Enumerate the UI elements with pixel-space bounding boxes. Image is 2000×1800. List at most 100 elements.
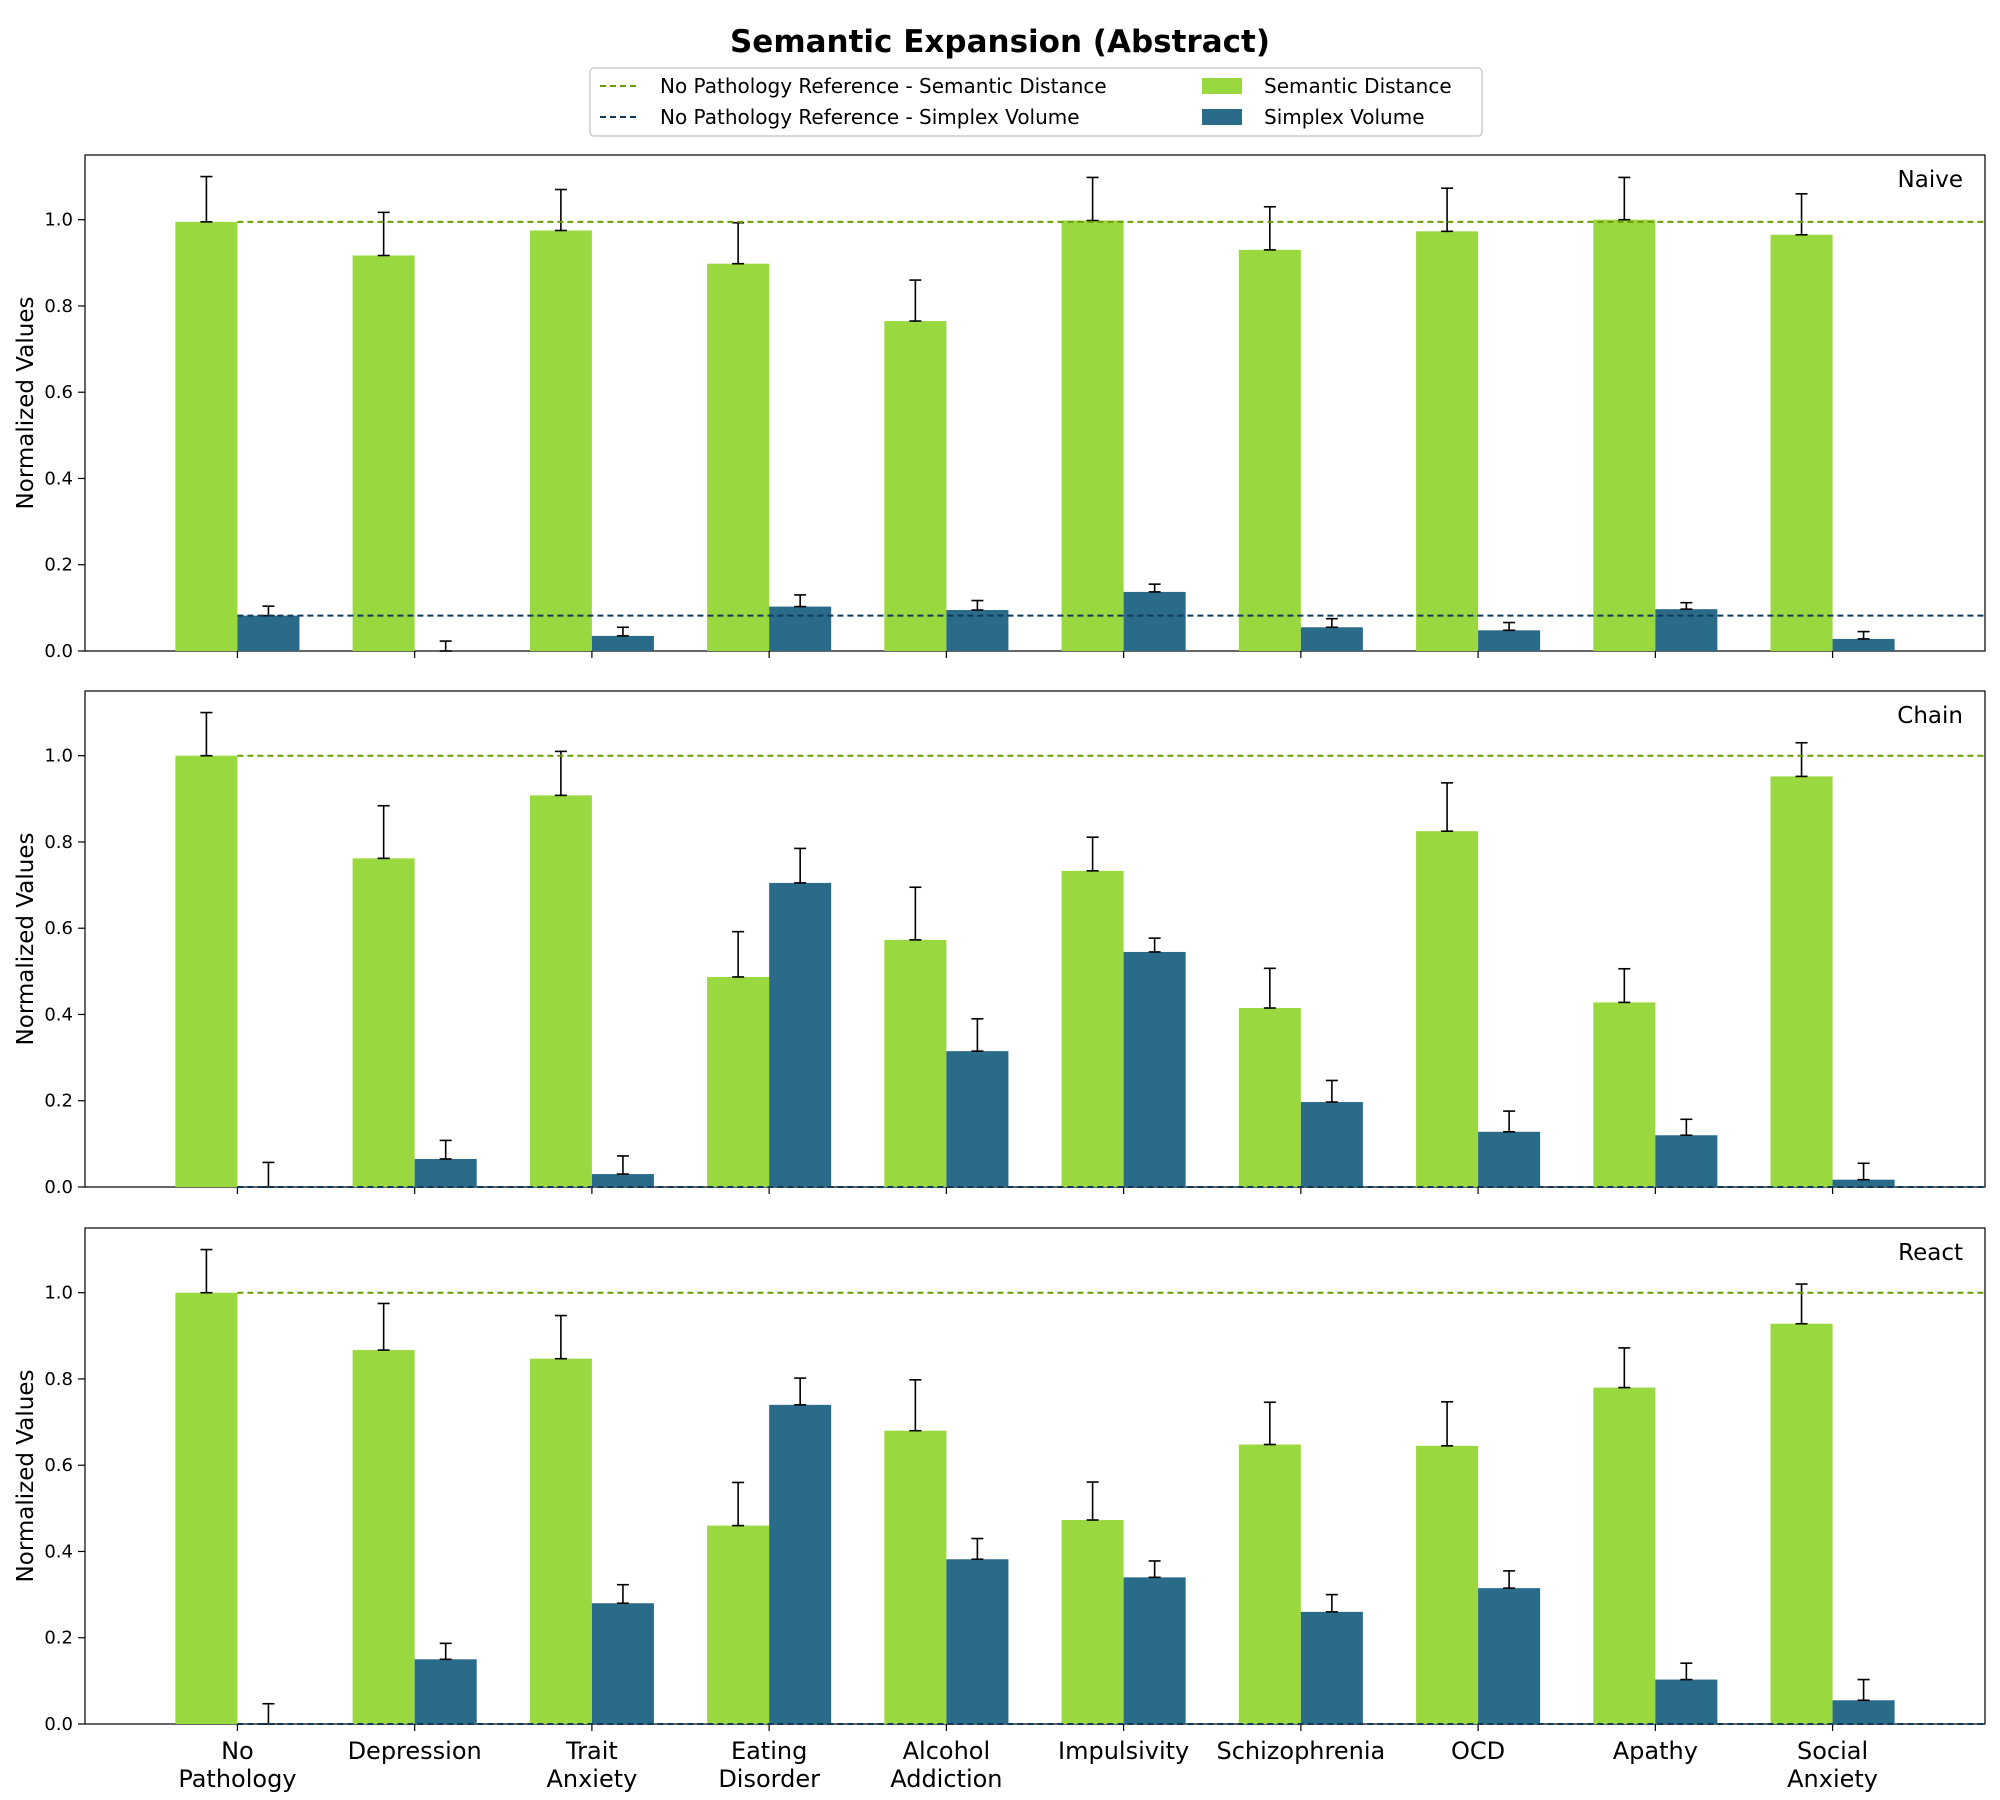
legend: No Pathology Reference - Semantic Distan…	[589, 67, 1483, 137]
bar-semantic	[1416, 231, 1479, 651]
bar-simplex	[769, 606, 832, 651]
plot-frame	[84, 690, 1986, 1188]
y-tick-label: 0.0	[44, 1714, 73, 1735]
bar-simplex	[1123, 1577, 1186, 1724]
plot-frame	[84, 1227, 1986, 1725]
y-tick-label: 1.0	[44, 1283, 73, 1304]
bar-semantic	[1770, 1323, 1833, 1724]
y-tick-label: 0.6	[44, 918, 73, 939]
bar-simplex	[769, 1404, 832, 1724]
bar-simplex	[946, 1051, 1009, 1187]
y-tick-label: 0.6	[44, 1455, 73, 1476]
y-tick-label: 0.8	[44, 1369, 73, 1390]
panels: 0.0 0.2 0.4 0.6 0.8 1.0 Normalized Values Naive…	[13, 154, 1986, 1793]
bar-simplex	[1478, 1588, 1541, 1724]
y-tick-label: 0.4	[44, 1541, 73, 1562]
bar-simplex	[591, 1603, 654, 1724]
bar-semantic	[175, 221, 238, 651]
bar-simplex	[769, 882, 832, 1187]
bar-simplex	[591, 635, 654, 651]
bar-semantic	[1593, 219, 1656, 651]
bar-simplex	[414, 1659, 477, 1724]
x-category-label: Eating Disorder	[718, 1737, 820, 1793]
bar-semantic	[529, 230, 592, 651]
bar-simplex	[1655, 609, 1718, 651]
y-axis-label: Normalized Values	[13, 833, 39, 1046]
chart-title: Semantic Expansion (Abstract)	[730, 24, 1270, 60]
panel-label: Naive	[1898, 167, 1963, 193]
bar-semantic	[1593, 1387, 1656, 1724]
panel-label: Chain	[1897, 703, 1963, 729]
bar-semantic	[352, 858, 415, 1187]
bar-semantic	[707, 1525, 770, 1724]
bar-semantic	[529, 795, 592, 1187]
x-category-label: Social Anxiety	[1787, 1737, 1878, 1793]
bar-semantic	[1770, 234, 1833, 651]
plot-frame	[84, 154, 1986, 652]
bar-simplex	[1478, 1131, 1541, 1187]
legend-label-simplex: Simplex Volume	[1264, 105, 1425, 129]
bar-simplex	[1655, 1135, 1718, 1187]
bar-semantic	[352, 255, 415, 652]
x-category-label: Trait Anxiety	[546, 1737, 637, 1793]
x-category-label: Alcohol Addiction	[890, 1737, 1002, 1793]
bar-semantic	[1238, 1444, 1301, 1724]
bar-simplex	[1300, 627, 1363, 651]
bar-simplex	[237, 615, 300, 651]
bar-semantic	[707, 263, 770, 651]
y-tick-label: 0.8	[44, 832, 73, 853]
y-tick-label: 0.0	[44, 1177, 73, 1198]
bar-simplex	[1655, 1679, 1718, 1724]
bar-semantic	[1238, 249, 1301, 651]
bar-simplex	[591, 1174, 654, 1187]
bar-semantic	[175, 1292, 238, 1724]
bar-simplex	[1300, 1102, 1363, 1187]
y-tick-label: 0.2	[44, 1091, 73, 1112]
bar-semantic	[1770, 776, 1833, 1187]
legend-label-ref-simplex: No Pathology Reference - Simplex Volume	[660, 105, 1080, 129]
bar-simplex	[1832, 638, 1895, 651]
x-category-label: Apathy	[1613, 1737, 1698, 1765]
bar-simplex	[414, 1158, 477, 1187]
legend-swatch-semantic	[1202, 78, 1242, 94]
panel-label: React	[1898, 1240, 1963, 1266]
bar-semantic	[707, 976, 770, 1187]
legend-frame	[589, 67, 1483, 137]
y-axis-label: Normalized Values	[13, 297, 39, 510]
bar-semantic	[1416, 831, 1479, 1187]
x-category-label: OCD	[1451, 1737, 1505, 1765]
y-tick-label: 0.2	[44, 555, 73, 576]
bar-semantic	[352, 1350, 415, 1724]
x-category-label: Impulsivity	[1058, 1737, 1189, 1765]
panel-naive: 0.0 0.2 0.4 0.6 0.8 1.0 Normalized Values Naive	[13, 154, 1986, 662]
bar-simplex	[1300, 1611, 1363, 1724]
panel-react: 0.0 0.2 0.4 0.6 0.8 1.0 Normalized Values React…	[13, 1227, 1986, 1793]
bar-semantic	[1238, 1008, 1301, 1187]
y-tick-label: 0.0	[44, 641, 73, 662]
x-category-label: No Pathology	[178, 1737, 296, 1793]
bar-simplex	[946, 610, 1009, 651]
y-tick-label: 1.0	[44, 746, 73, 767]
bar-simplex	[1123, 951, 1186, 1187]
bar-simplex	[1123, 591, 1186, 651]
legend-label-semantic: Semantic Distance	[1264, 74, 1452, 98]
bar-semantic	[1416, 1445, 1479, 1724]
y-tick-label: 0.8	[44, 296, 73, 317]
x-category-label: Schizophrenia	[1216, 1737, 1385, 1765]
bar-semantic	[529, 1358, 592, 1724]
bar-semantic	[1061, 1519, 1124, 1724]
bar-semantic	[884, 321, 947, 651]
bar-simplex	[1478, 630, 1541, 651]
panel-chain: 0.0 0.2 0.4 0.6 0.8 1.0 Normalized Values Chain	[13, 690, 1986, 1198]
legend-swatch-simplex	[1202, 109, 1242, 125]
y-axis-label: Normalized Values	[13, 1370, 39, 1583]
bar-semantic	[884, 939, 947, 1187]
legend-label-ref-semantic: No Pathology Reference - Semantic Distan…	[660, 74, 1107, 98]
bar-simplex	[1832, 1179, 1895, 1187]
y-tick-label: 0.6	[44, 382, 73, 403]
x-category-label: Depression	[348, 1737, 482, 1765]
bar-semantic	[884, 1430, 947, 1724]
bar-semantic	[175, 755, 238, 1187]
y-tick-label: 0.4	[44, 468, 73, 489]
